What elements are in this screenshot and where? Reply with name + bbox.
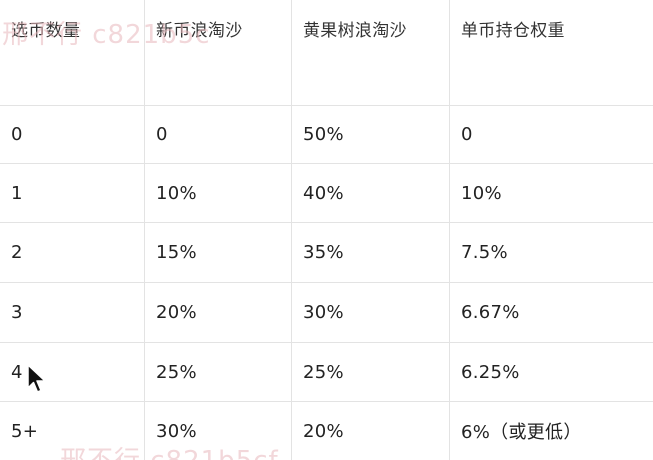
table-cell: 50% — [292, 106, 450, 164]
table-cell: 4 — [0, 343, 145, 402]
table-cell: 25% — [145, 343, 292, 402]
table-cell: 0 — [450, 106, 653, 164]
table-cell: 2 — [0, 223, 145, 283]
table-cell: 6.67% — [450, 283, 653, 343]
table-cell: 30% — [292, 283, 450, 343]
table-cell: 3 — [0, 283, 145, 343]
table-cell: 0 — [145, 106, 292, 164]
table-cell: 15% — [145, 223, 292, 283]
table-cell: 40% — [292, 164, 450, 223]
table-cell: 5+ — [0, 402, 145, 460]
table-cell: 20% — [145, 283, 292, 343]
table-cell: 30% — [145, 402, 292, 460]
table-cell: 25% — [292, 343, 450, 402]
header-huangguoshu-strategy: 黄果树浪淘沙 — [292, 0, 450, 106]
header-coin-count: 选币数量 — [0, 0, 145, 106]
header-new-coin-strategy: 新币浪淘沙 — [145, 0, 292, 106]
table-cell: 35% — [292, 223, 450, 283]
table-cell: 7.5% — [450, 223, 653, 283]
table-cell: 20% — [292, 402, 450, 460]
table-cell: 10% — [145, 164, 292, 223]
table-cell: 6.25% — [450, 343, 653, 402]
mouse-pointer-icon — [27, 364, 46, 393]
table-cell: 6%（或更低） — [461, 422, 582, 443]
table-cell: 1 — [0, 164, 145, 223]
table-cell: 0 — [0, 106, 145, 164]
header-single-coin-weight: 单币持仓权重 — [450, 0, 653, 106]
table-cell: 10% — [450, 164, 653, 223]
